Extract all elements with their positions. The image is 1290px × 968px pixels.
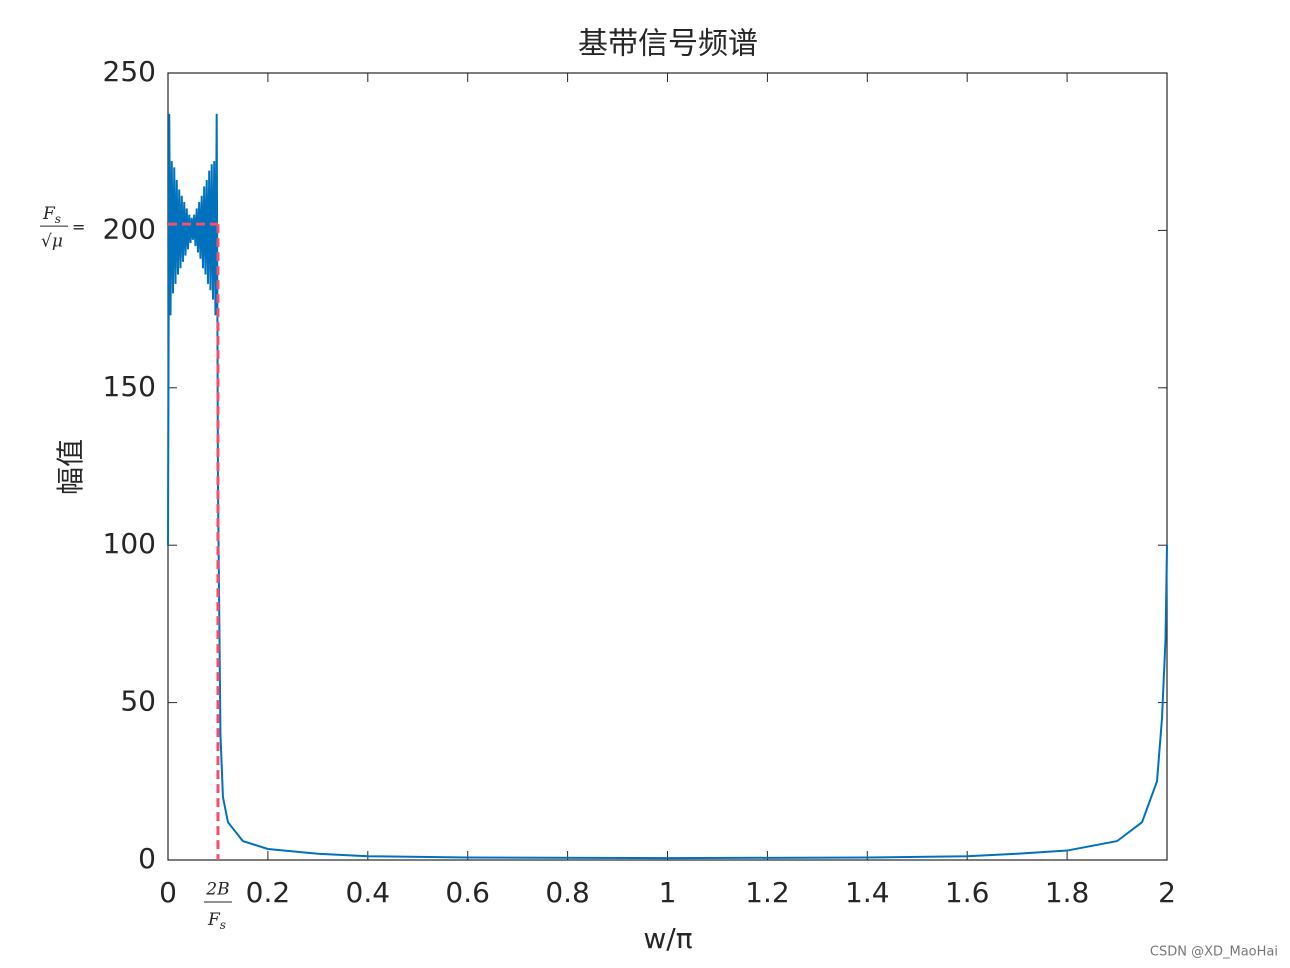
x-tick-label: 1 [659, 876, 677, 909]
y-annotation-num: Fs [42, 204, 61, 226]
y-annotation-num-sub: s [55, 212, 61, 226]
y-annotation-den: √μ [41, 232, 63, 252]
x-tick-label: 1.2 [745, 876, 790, 909]
spectrum-line [167, 113, 1168, 860]
y-tick-label: 0 [138, 842, 156, 875]
y-tick-label: 200 [103, 212, 156, 245]
x-tick-label: 0.2 [246, 876, 291, 909]
x-tick-label: 0.8 [545, 876, 590, 909]
y-tick-label: 250 [103, 55, 156, 88]
x-tick-label: 0.6 [445, 876, 490, 909]
x-annotation-num: 2B [205, 880, 229, 900]
y-annotation-suffix: = [72, 218, 85, 237]
x-tick-label: 2 [1158, 876, 1176, 909]
x-tick-label: 0 [159, 876, 177, 909]
y-tick-label: 100 [103, 527, 156, 560]
x-tick-label: 0.4 [346, 876, 391, 909]
x-annotation-den-main: F [207, 910, 221, 930]
y-axis-label: 幅值 [54, 439, 87, 495]
watermark: CSDN @XD_MaoHai [1150, 945, 1278, 960]
x-tick-label: 1.4 [845, 876, 890, 909]
x-annotation-den: Fs [207, 910, 226, 932]
y-tick-label: 150 [103, 370, 156, 403]
chart-title: 基带信号频谱 [578, 27, 758, 62]
y-tick-label: 50 [120, 685, 156, 718]
y-annotation-num-main: F [42, 204, 56, 224]
x-annotation-den-sub: s [220, 918, 226, 932]
x-tick-label: 1.6 [945, 876, 990, 909]
x-tick-label: 1.8 [1045, 876, 1090, 909]
x-axis-label: w/π [643, 922, 692, 955]
